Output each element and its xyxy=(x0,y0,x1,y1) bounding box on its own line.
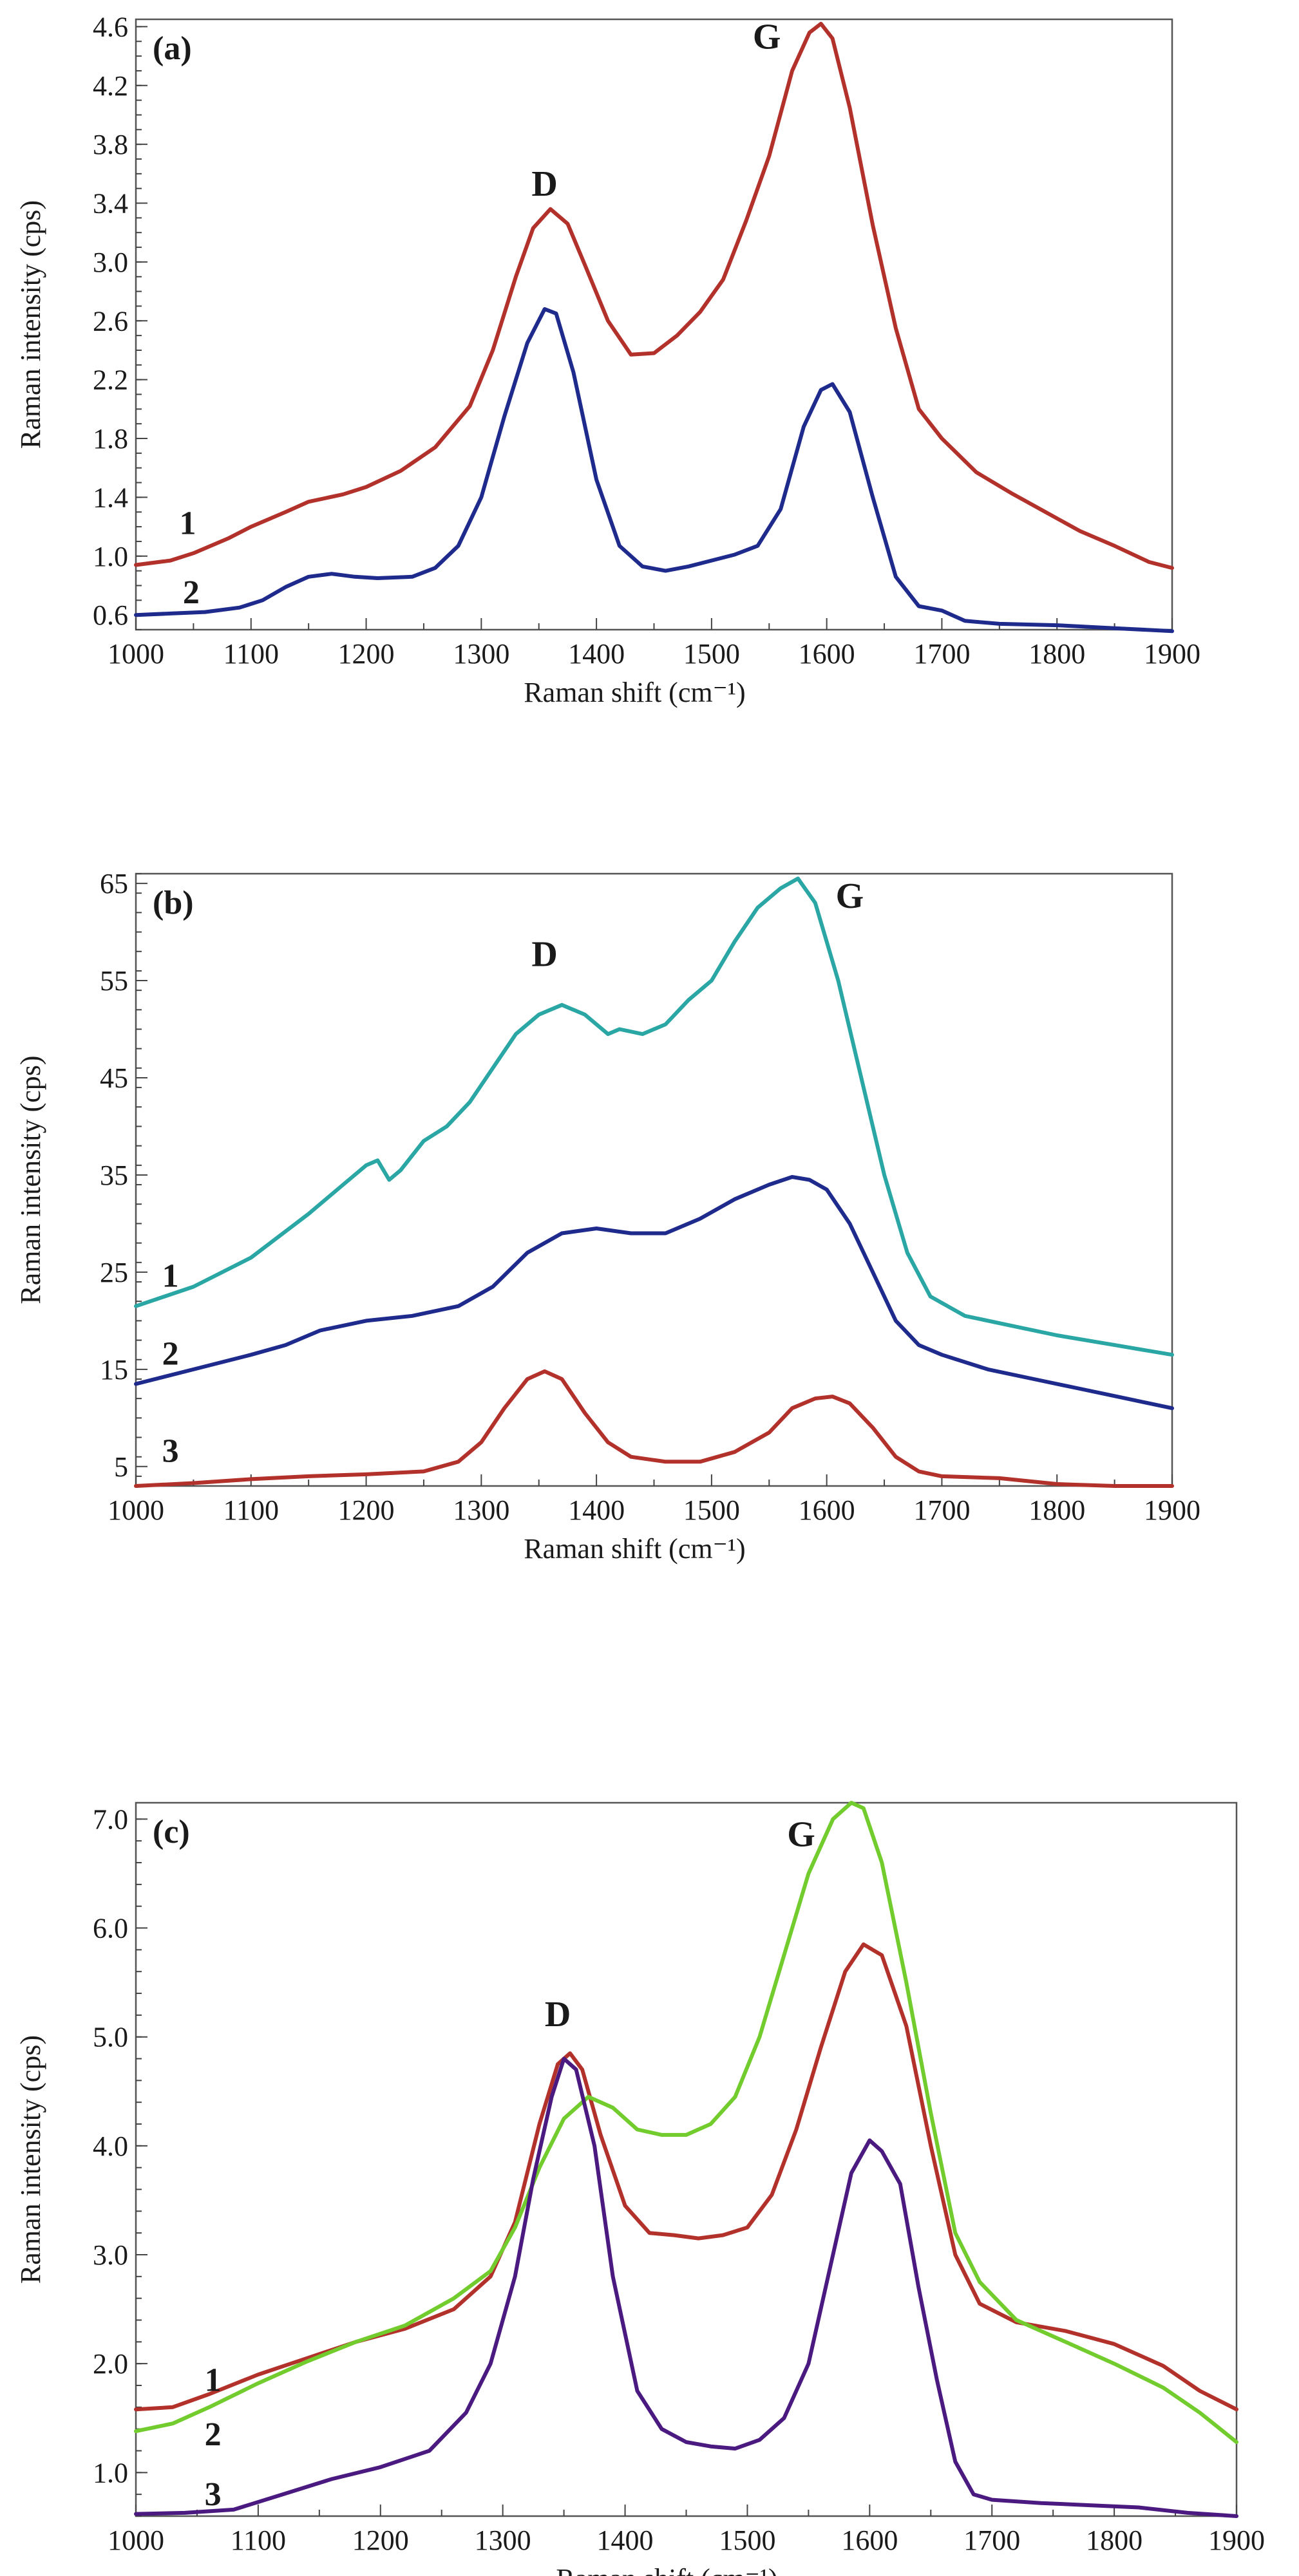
x-tick-label: 1800 xyxy=(1029,638,1085,670)
peak-label-G: G xyxy=(753,17,781,57)
series-1-line xyxy=(134,1942,1238,2412)
panel-label: (a) xyxy=(153,30,192,67)
series-1-line xyxy=(134,21,1174,570)
series-number-label: 1 xyxy=(162,1258,179,1295)
series-number-label: 2 xyxy=(205,2416,222,2453)
series-2-line xyxy=(134,307,1174,634)
y-tick-label: 55 xyxy=(100,965,128,997)
panel-b-chart: 5 15 25 35 45 55 65 1000 1100 1200 1300 1400 1500 160… xyxy=(15,868,1200,1565)
x-tick-label: 1200 xyxy=(338,1494,395,1526)
y-tick-label: 2.2 xyxy=(93,364,128,396)
x-axis-label: Raman shift (cm⁻¹) xyxy=(524,1533,745,1565)
x-tick-label: 1900 xyxy=(1144,638,1200,670)
series-number-label: 2 xyxy=(183,574,200,611)
y-tick-label: 35 xyxy=(100,1160,128,1191)
x-tick-label: 1600 xyxy=(799,638,855,670)
y-axis-label: Raman intensity (cps) xyxy=(15,200,46,449)
x-tick-label: 1400 xyxy=(568,1494,625,1526)
y-tick-label: 3.4 xyxy=(93,188,128,220)
y-tick-label: 45 xyxy=(100,1062,128,1094)
y-axis-label: Raman intensity (cps) xyxy=(15,2035,46,2284)
panel-c-chart: 1.0 2.0 3.0 4.0 5.0 6.0 7.0 1000 1100 1200 1300 140… xyxy=(15,1801,1265,2576)
x-tick-label: 1300 xyxy=(475,2524,531,2556)
x-tick-label: 1900 xyxy=(1208,2524,1265,2556)
x-tick-label: 1100 xyxy=(223,638,279,670)
x-tick-label: 1800 xyxy=(1086,2524,1143,2556)
x-tick-label: 1300 xyxy=(453,1494,509,1526)
series-3-line xyxy=(134,1369,1174,1488)
y-tick-label: 3.0 xyxy=(93,2239,128,2271)
series-3-line xyxy=(134,2056,1238,2518)
y-tick-label: 7.0 xyxy=(93,1803,128,1835)
y-tick-label: 2.0 xyxy=(93,2348,128,2380)
panel-label: (c) xyxy=(153,1814,190,1850)
x-tick-label: 1400 xyxy=(568,638,625,670)
peak-label-G: G xyxy=(836,876,864,916)
peak-label-G: G xyxy=(787,1815,815,1855)
y-tick-label: 4.0 xyxy=(93,2130,128,2162)
panel-a-chart: 0.6 1.0 1.4 1.8 2.2 2.6 3.0 3.4 3.8 4.2 4.6 1000 110… xyxy=(15,11,1200,708)
x-tick-label: 1700 xyxy=(913,638,970,670)
x-tick-label: 1700 xyxy=(913,1494,970,1526)
y-tick-label: 15 xyxy=(100,1354,128,1386)
y-tick-label: 65 xyxy=(100,868,128,899)
y-tick-label: 4.2 xyxy=(93,70,128,102)
y-tick-label: 6.0 xyxy=(93,1913,128,1944)
peak-label-D: D xyxy=(531,934,557,974)
x-tick-label: 1700 xyxy=(963,2524,1020,2556)
series-number-label: 3 xyxy=(205,2476,222,2513)
x-tick-label: 1600 xyxy=(799,1494,855,1526)
y-tick-label: 25 xyxy=(100,1257,128,1288)
y-tick-label: 3.0 xyxy=(93,247,128,278)
peak-label-D: D xyxy=(531,164,557,204)
x-tick-label: 1900 xyxy=(1144,1494,1200,1526)
y-tick-label: 1.0 xyxy=(93,2457,128,2488)
series-1-line xyxy=(134,876,1174,1357)
y-axis-label: Raman intensity (cps) xyxy=(15,1055,46,1304)
series-2-line xyxy=(134,1801,1238,2444)
y-tick-label: 1.8 xyxy=(93,423,128,455)
x-tick-label: 1500 xyxy=(683,1494,740,1526)
x-tick-label: 1200 xyxy=(338,638,395,670)
y-tick-label: 1.4 xyxy=(93,482,128,513)
x-axis-label: Raman shift (cm⁻¹) xyxy=(524,677,745,708)
series-number-label: 1 xyxy=(205,2362,222,2398)
y-tick-label: 1.0 xyxy=(93,541,128,572)
series-number-label: 3 xyxy=(162,1433,179,1469)
x-tick-label: 1300 xyxy=(453,638,509,670)
x-tick-label: 1800 xyxy=(1029,1494,1085,1526)
x-tick-label: 1500 xyxy=(683,638,740,670)
x-tick-label: 1100 xyxy=(223,1494,279,1526)
series-2-line xyxy=(134,1175,1174,1411)
x-tick-label: 1000 xyxy=(108,2524,164,2556)
x-tick-label: 1000 xyxy=(108,1494,164,1526)
series-number-label: 1 xyxy=(179,505,196,542)
x-tick-label: 1600 xyxy=(841,2524,898,2556)
x-tick-label: 1500 xyxy=(719,2524,775,2556)
x-tick-label: 1000 xyxy=(108,638,164,670)
series-number-label: 2 xyxy=(162,1335,179,1372)
x-tick-label: 1200 xyxy=(352,2524,409,2556)
peak-label-D: D xyxy=(545,1995,571,2035)
y-tick-label: 5 xyxy=(114,1451,128,1483)
y-tick-label: 4.6 xyxy=(93,11,128,42)
x-tick-label: 1100 xyxy=(231,2524,286,2556)
x-tick-label: 1400 xyxy=(597,2524,654,2556)
y-tick-label: 3.8 xyxy=(93,129,128,160)
y-tick-label: 0.6 xyxy=(93,599,128,631)
y-tick-label: 5.0 xyxy=(93,2022,128,2053)
x-axis-label: Raman shift (cm⁻¹) xyxy=(556,2563,777,2576)
panel-label: (b) xyxy=(153,885,194,921)
y-tick-label: 2.6 xyxy=(93,305,128,337)
